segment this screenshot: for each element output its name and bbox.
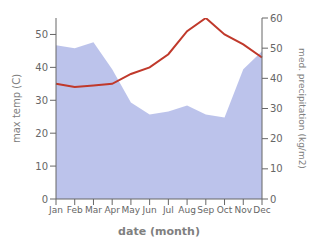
svg-text:50: 50	[270, 43, 283, 54]
svg-text:Dec: Dec	[253, 205, 270, 215]
svg-text:Sep: Sep	[197, 205, 214, 215]
svg-text:30: 30	[35, 95, 48, 106]
svg-text:Nov: Nov	[234, 205, 252, 215]
svg-text:Jun: Jun	[142, 205, 157, 215]
svg-text:20: 20	[35, 128, 48, 139]
svg-text:Oct: Oct	[217, 205, 233, 215]
svg-text:20: 20	[270, 133, 283, 144]
svg-text:max temp (C): max temp (C)	[11, 74, 22, 143]
svg-text:0: 0	[270, 194, 276, 205]
svg-text:30: 30	[270, 103, 283, 114]
svg-text:Feb: Feb	[67, 205, 83, 215]
svg-text:10: 10	[35, 161, 48, 172]
svg-text:Mar: Mar	[85, 205, 102, 215]
svg-text:40: 40	[35, 62, 48, 73]
svg-text:date (month): date (month)	[118, 225, 200, 238]
svg-text:60: 60	[270, 13, 283, 24]
svg-text:May: May	[122, 205, 141, 215]
svg-text:Apr: Apr	[104, 205, 120, 215]
svg-text:Aug: Aug	[178, 205, 196, 215]
svg-text:0: 0	[42, 194, 48, 205]
svg-text:Jul: Jul	[162, 205, 174, 215]
svg-text:10: 10	[270, 163, 283, 174]
svg-text:50: 50	[35, 29, 48, 40]
svg-text:med. precipitation (kg/m2): med. precipitation (kg/m2)	[297, 48, 307, 169]
svg-text:Jan: Jan	[48, 205, 63, 215]
svg-text:40: 40	[270, 73, 283, 84]
